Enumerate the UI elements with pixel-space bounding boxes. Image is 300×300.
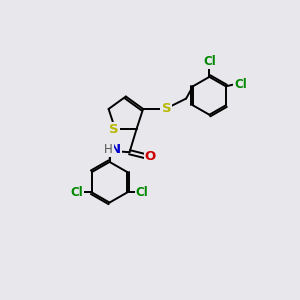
Text: S: S — [161, 103, 171, 116]
Text: Cl: Cl — [70, 186, 83, 199]
Text: Cl: Cl — [136, 186, 148, 199]
Text: S: S — [109, 123, 119, 136]
Text: Cl: Cl — [203, 55, 216, 68]
Text: N: N — [110, 143, 121, 156]
Text: O: O — [145, 150, 156, 163]
Text: H: H — [104, 143, 113, 156]
Text: Cl: Cl — [234, 77, 247, 91]
